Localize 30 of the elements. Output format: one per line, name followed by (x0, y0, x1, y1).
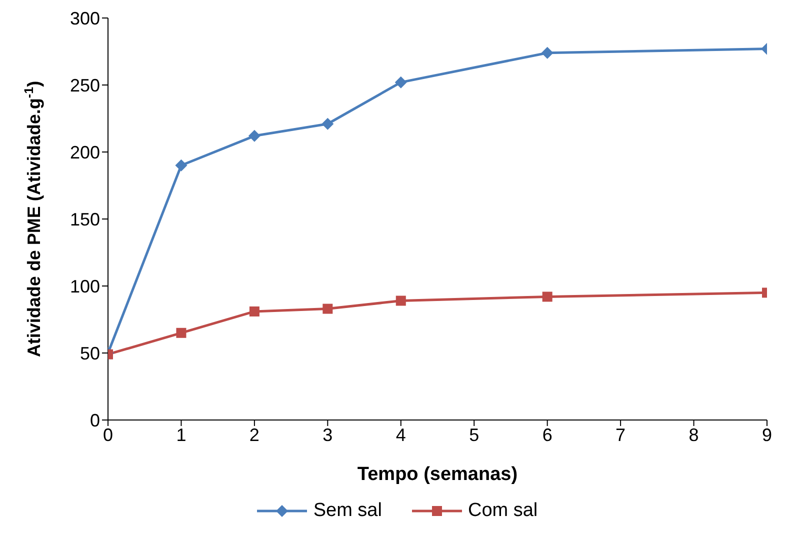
legend-label: Sem sal (313, 500, 382, 522)
point (176, 328, 186, 338)
x-tick-label: 2 (249, 424, 260, 445)
x-tick-label: 3 (322, 424, 333, 445)
y-tick-label: 300 (70, 8, 100, 28)
x-tick-label: 6 (542, 424, 552, 445)
y-tick-label: 150 (70, 209, 100, 230)
x-tick-label: 4 (396, 424, 406, 445)
point (322, 118, 334, 130)
y-tick-label: 100 (70, 276, 100, 296)
point (394, 76, 407, 88)
y-tick-label: 50 (80, 343, 100, 364)
point (249, 306, 260, 316)
point (322, 304, 333, 314)
x-tick-label: 5 (469, 424, 480, 445)
legend-label: Com sal (468, 500, 538, 522)
x-axis-title: Tempo (semanas) (357, 464, 518, 485)
point (396, 296, 406, 306)
point (542, 292, 552, 302)
x-tick-label: 1 (176, 424, 186, 445)
x-tick-label: 8 (688, 424, 699, 445)
point (248, 130, 260, 142)
x-tick-label: 7 (616, 424, 626, 445)
x-tick-label: 0 (102, 424, 114, 445)
y-tick-label: 200 (70, 142, 100, 162)
y-tick-label: 250 (70, 75, 100, 96)
point (175, 159, 188, 172)
point (541, 46, 554, 59)
x-tick-label: 9 (762, 424, 772, 445)
y-tick-label: 0 (90, 410, 100, 430)
